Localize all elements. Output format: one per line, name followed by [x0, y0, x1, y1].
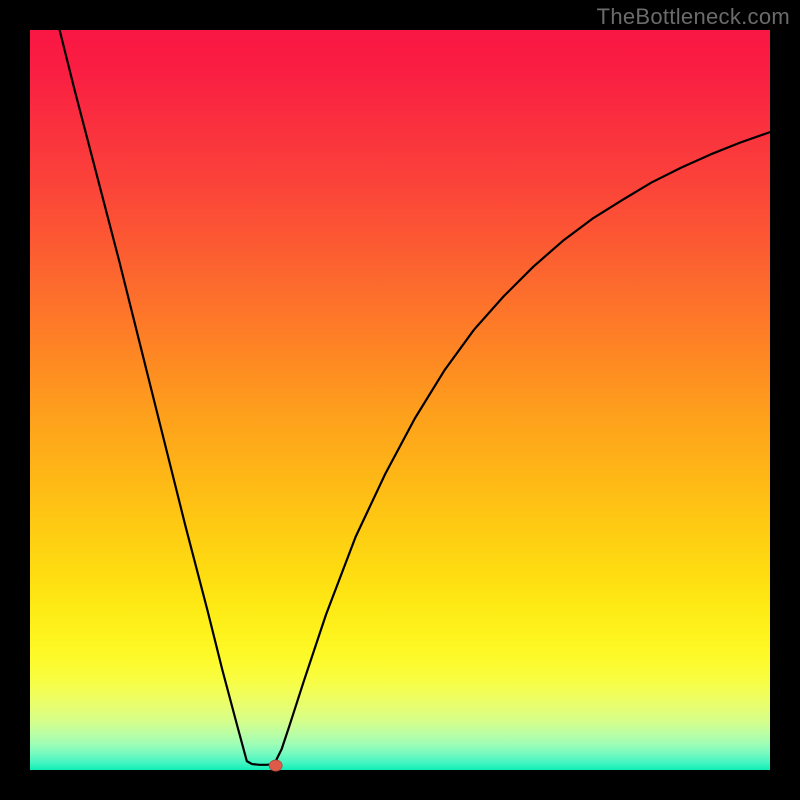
- chart-container: TheBottleneck.com: [0, 0, 800, 800]
- bottleneck-chart: [0, 0, 800, 800]
- chart-background: [30, 30, 770, 770]
- optimal-point-marker: [269, 760, 282, 771]
- watermark-text: TheBottleneck.com: [597, 4, 790, 30]
